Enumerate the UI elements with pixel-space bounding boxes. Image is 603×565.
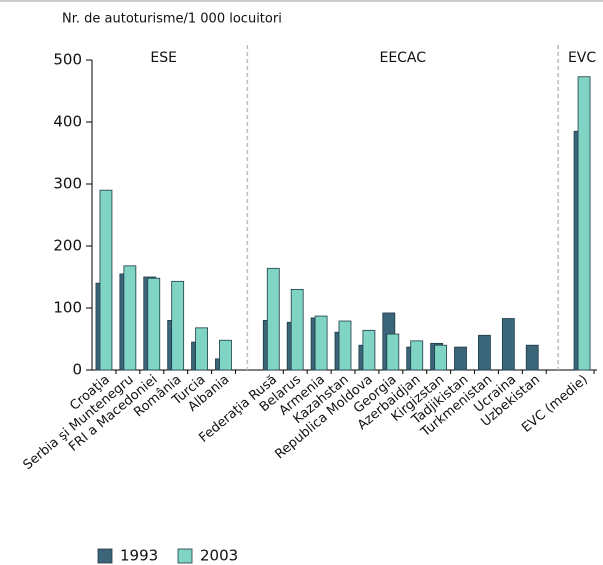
bar bbox=[454, 346, 467, 371]
bar bbox=[434, 344, 448, 371]
bar bbox=[290, 288, 304, 371]
bar bbox=[219, 339, 232, 371]
group-label: EECAC bbox=[379, 50, 426, 66]
bar bbox=[577, 76, 591, 371]
bar bbox=[123, 265, 137, 371]
bar bbox=[525, 344, 539, 371]
bar bbox=[410, 340, 424, 371]
y-axis-label: Nr. de autoturisme/1 000 locuitori bbox=[62, 12, 282, 27]
legend-label: 1993 bbox=[120, 547, 158, 565]
bar bbox=[99, 189, 113, 371]
y-tick-label: 400 bbox=[53, 113, 82, 131]
y-tick-label: 0 bbox=[72, 361, 82, 379]
bar bbox=[362, 329, 376, 371]
group-label: EVC bbox=[568, 50, 596, 66]
x-tick-label: Serbia şi Muntenegru bbox=[21, 372, 137, 473]
legend-label: 2003 bbox=[200, 547, 238, 565]
legend-swatch bbox=[177, 548, 193, 564]
y-tick-label: 500 bbox=[53, 51, 82, 69]
bar bbox=[501, 318, 515, 371]
bar bbox=[266, 267, 280, 371]
bar bbox=[195, 327, 208, 371]
y-tick-label: 300 bbox=[53, 175, 82, 193]
legend-swatch bbox=[97, 548, 113, 564]
bar bbox=[386, 333, 400, 371]
group-label: ESE bbox=[150, 50, 177, 66]
bar bbox=[147, 277, 161, 371]
bar bbox=[314, 315, 328, 371]
bar bbox=[478, 334, 491, 371]
y-tick-label: 200 bbox=[53, 237, 82, 255]
y-tick-label: 100 bbox=[53, 299, 82, 317]
bar bbox=[338, 320, 352, 371]
bar bbox=[171, 280, 185, 371]
